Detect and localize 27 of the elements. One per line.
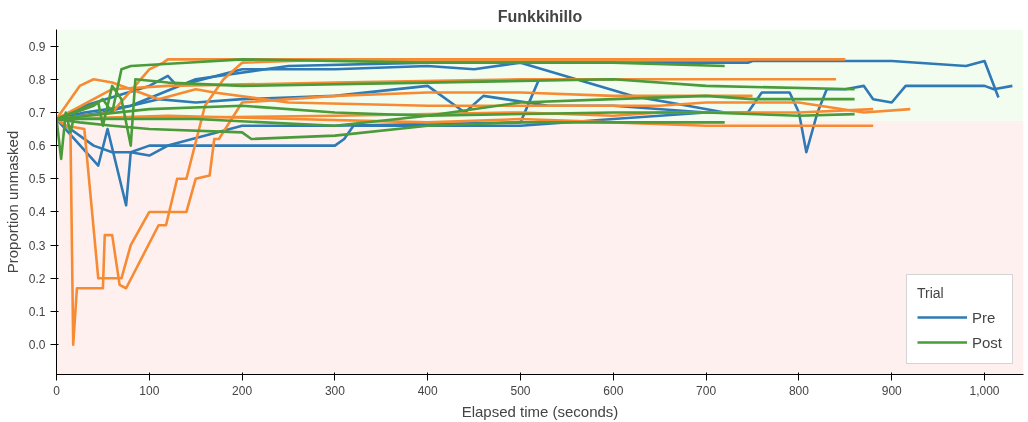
legend-label: Pre bbox=[971, 308, 996, 326]
x-tick-label: 500 bbox=[510, 383, 531, 398]
y-tick-label: 0.0 bbox=[28, 338, 46, 353]
y-tick-label: 0.8 bbox=[28, 72, 46, 87]
x-tick-label: 1,000 bbox=[969, 383, 1000, 398]
chart-title: Funkkihillo bbox=[497, 7, 583, 25]
x-tick-label: 400 bbox=[417, 383, 439, 398]
x-tick-label: 800 bbox=[788, 383, 810, 398]
y-tick-label: 0.9 bbox=[28, 39, 46, 54]
legend-label: Post bbox=[971, 333, 1002, 351]
x-tick-label: 0 bbox=[53, 383, 61, 398]
x-tick-label: 100 bbox=[139, 383, 160, 398]
x-tick-label: 900 bbox=[881, 383, 903, 398]
x-tick-label: 600 bbox=[603, 383, 624, 398]
y-tick-label: 0.6 bbox=[28, 139, 46, 154]
y-tick-label: 0.1 bbox=[28, 304, 46, 319]
x-axis-title: Elapsed time (seconds) bbox=[461, 402, 619, 420]
y-tick-label: 0.7 bbox=[28, 105, 46, 120]
y-tick-label: 0.4 bbox=[28, 205, 46, 220]
y-tick-label: 0.3 bbox=[28, 238, 46, 253]
x-tick-label: 700 bbox=[696, 383, 717, 398]
y-tick-label: 0.2 bbox=[28, 271, 46, 286]
x-tick-label: 200 bbox=[232, 383, 253, 398]
x-tick-label: 300 bbox=[324, 383, 346, 398]
legend-title: Trial bbox=[916, 285, 945, 301]
y-axis-title: Proportion unmasked bbox=[3, 130, 21, 274]
y-tick-label: 0.5 bbox=[28, 172, 46, 187]
